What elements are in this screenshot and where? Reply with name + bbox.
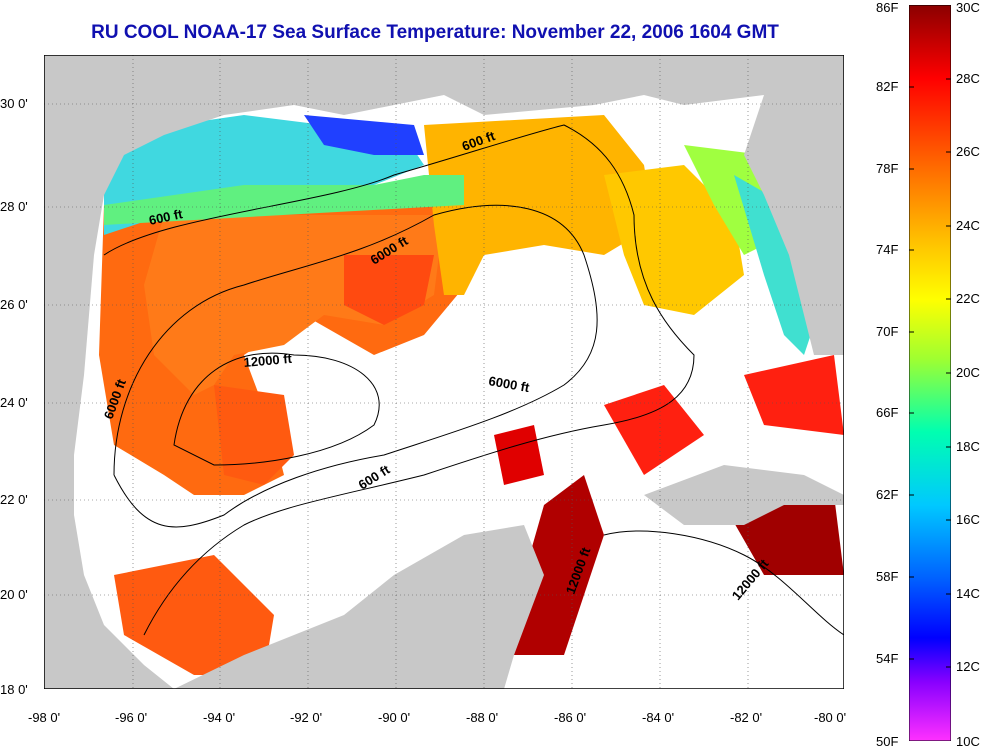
contour-12000ft-caribbean [603,530,844,636]
sst-green-north [104,175,464,225]
lat-tick-label: 18 0' [0,682,28,697]
colorbar-f-label: 86F [876,0,899,15]
land-florida [744,75,844,355]
lon-tick-label: -94 0' [203,710,236,725]
colorbar-f-label: 54F [876,651,899,666]
sst-dark-orange-southwest [214,385,294,485]
colorbar-c-label: 30C [956,0,980,15]
sst-red-east [744,355,844,435]
lon-tick-label: -90 0' [378,710,411,725]
colorbar-c-label: 12C [956,659,980,674]
sst-red-scatter-2 [494,425,544,485]
lon-tick-label: -98 0' [28,710,61,725]
sst-red-scatter-1 [604,385,704,475]
colorbar-c-label: 28C [956,71,980,86]
colorbar-f-label: 78F [876,161,899,176]
sst-red-core [344,255,434,325]
contour-label: 600 ft [148,206,185,228]
grid-lines [44,55,844,689]
colorbar-gradient [909,5,951,741]
colorbar-f-label: 74F [876,242,899,257]
contour-12000ft [173,352,380,466]
colorbar-c-label: 14C [956,586,980,601]
colorbar-c-label: 20C [956,365,980,380]
colorbar-c-label: 26C [956,144,980,159]
lon-tick-label: -80 0' [814,710,847,725]
contour-label: 6000 ft [487,373,531,395]
land-cuba [644,465,844,525]
contour-600ft [103,124,695,636]
sst-yellow-east [604,165,744,315]
colorbar-c-label: 22C [956,291,980,306]
temperature-colorbar [909,5,951,741]
lon-tick-label: -82 0' [730,710,763,725]
land-texas-louisiana [44,55,844,689]
contour-label: 12000 ft [243,351,293,370]
colorbar-c-label: 24C [956,218,980,233]
lon-tick-label: -96 0' [115,710,148,725]
sst-yellow-north [424,115,654,295]
colorbar-f-label: 82F [876,79,899,94]
lon-tick-label: -86 0' [554,710,587,725]
lon-tick-label: -84 0' [642,710,675,725]
colorbar-f-label: 70F [876,324,899,339]
lat-tick-label: 26 0' [0,297,28,312]
lat-tick-label: 28 0' [0,199,28,214]
lon-tick-label: -88 0' [466,710,499,725]
colorbar-f-label: 50F [876,734,899,749]
sst-blue-coast [304,115,424,155]
land-yucatan [174,525,544,689]
lon-tick-label: -92 0' [290,710,323,725]
lat-tick-label: 30 0' [0,96,28,111]
colorbar-f-label: 58F [876,569,899,584]
lat-tick-label: 22 0' [0,492,28,507]
sst-orange-bay-campeche [114,555,274,675]
colorbar-c-label: 16C [956,512,980,527]
sst-map: 600 ft 600 ft 6000 ft 12000 ft 6000 ft 6… [44,55,844,689]
sst-darkred-yucatan-channel [514,475,604,655]
lat-tick-label: 24 0' [0,395,28,410]
map-title: RU COOL NOAA-17 Sea Surface Temperature:… [91,22,779,43]
colorbar-ticks [909,78,951,668]
lat-tick-label: 20 0' [0,587,28,602]
colorbar-c-label: 10C [956,734,980,749]
colorbar-c-label: 18C [956,439,980,454]
colorbar-f-label: 62F [876,487,899,502]
colorbar-f-label: 66F [876,405,899,420]
